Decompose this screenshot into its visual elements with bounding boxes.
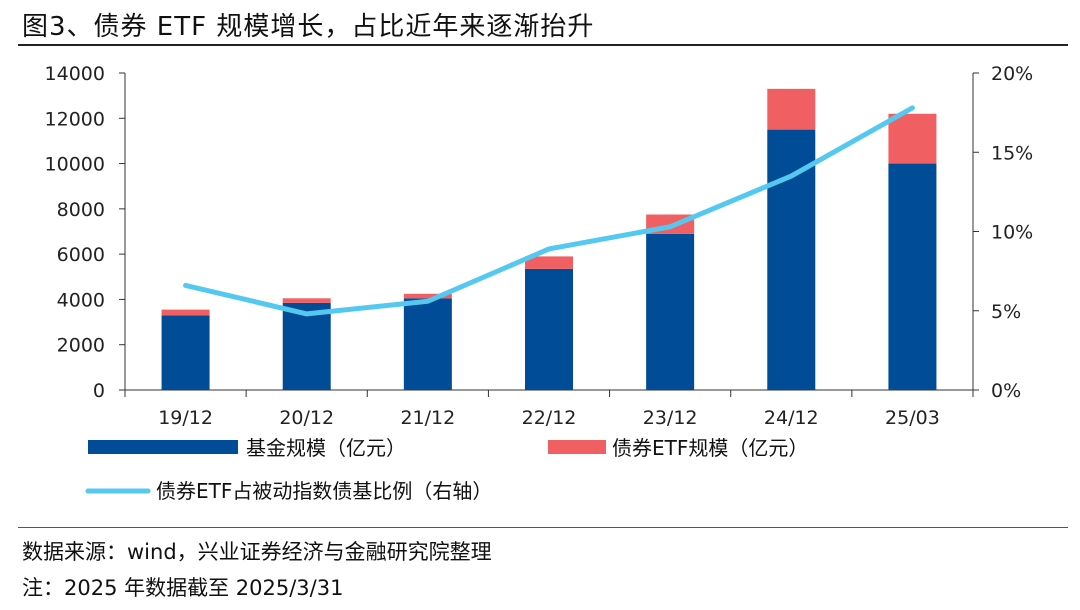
x-tick-label: 19/12 [158, 407, 213, 429]
bar-fund-size [888, 163, 937, 390]
y-left-tick-label: 4000 [57, 289, 105, 311]
bar-bond-etf-size [525, 256, 573, 269]
y-left-tick-label: 2000 [57, 335, 105, 357]
y-right-tick-label: 5% [991, 301, 1021, 323]
x-tick-label: 25/03 [885, 407, 940, 429]
x-tick-label: 23/12 [643, 407, 698, 429]
legend-swatch-bond-etf-size [548, 440, 606, 454]
y-right-tick-label: 10% [991, 222, 1033, 244]
y-left-tick-label: 8000 [57, 199, 105, 221]
legend-swatch-fund-size [88, 440, 238, 454]
y-right-tick-label: 20% [991, 63, 1033, 85]
date-note: 注：2025 年数据截至 2025/3/31 [22, 576, 344, 600]
source-note: 数据来源：wind，兴业证券经济与金融研究院整理 [22, 540, 492, 564]
x-tick-label: 22/12 [522, 407, 577, 429]
bar-bond-etf-size [161, 309, 210, 316]
y-right-tick-label: 15% [991, 142, 1033, 164]
bar-bond-etf-size [888, 113, 937, 164]
legend-label-bond-etf-size: 债券ETF规模（亿元） [612, 436, 808, 460]
bar-bond-etf-size [767, 88, 816, 130]
bar-fund-size [767, 129, 816, 390]
bar-fund-size [403, 298, 452, 390]
chart-area: 0 2000 4000 6000 8000 10000 12000 14000 0% 5% 10% 1… [45, 63, 1034, 503]
legend-label-etf-share: 债券ETF占被动指数债基比例（右轴） [156, 479, 492, 503]
y-left-tick-label: 6000 [57, 244, 105, 266]
y-left-tick-label: 10000 [45, 154, 105, 176]
bar-bond-etf-size [282, 298, 331, 303]
y-right-tick-label: 0% [991, 380, 1021, 402]
bar-fund-size [646, 233, 695, 390]
x-tick-label: 21/12 [400, 407, 455, 429]
bar-fund-size [282, 302, 331, 390]
y-left-tick-label: 14000 [45, 63, 105, 85]
bar-fund-size [525, 268, 573, 390]
title-rule [18, 44, 1068, 46]
chart-title: 图3、债券 ETF 规模增长，占比近年来逐渐抬升 [22, 12, 595, 42]
y-left-tick-label: 0 [93, 380, 105, 402]
x-tick-label: 20/12 [279, 407, 334, 429]
footer-rule [18, 527, 1068, 528]
y-left-tick-label: 12000 [45, 108, 105, 130]
bar-fund-size [161, 315, 210, 390]
bar-bond-etf-size [403, 293, 452, 299]
legend-label-fund-size: 基金规模（亿元） [246, 436, 406, 460]
x-tick-label: 24/12 [764, 407, 819, 429]
